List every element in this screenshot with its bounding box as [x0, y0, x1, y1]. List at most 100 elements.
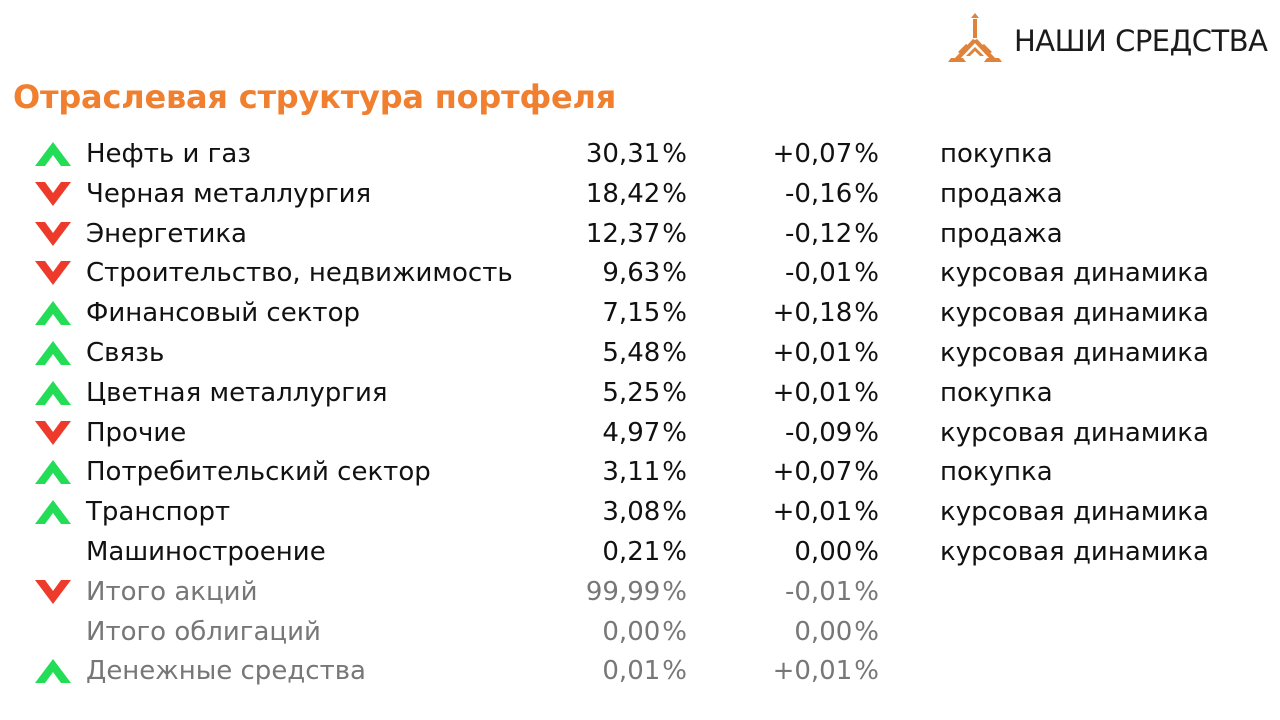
percent-sign: % — [662, 298, 687, 329]
change-value: 0,00% — [794, 537, 879, 567]
percent-sign: % — [854, 497, 879, 528]
sector-name: Энергетика — [86, 218, 247, 249]
change-value: -0,09% — [785, 418, 879, 448]
trend-down-icon — [35, 221, 71, 246]
percent-sign: % — [662, 377, 687, 408]
recommendation: курсовая динамика — [940, 298, 1209, 329]
share-number: 5,48 — [602, 337, 661, 368]
percent-sign: % — [854, 337, 879, 368]
change-value: 0,00% — [794, 617, 879, 647]
change-number: -0,16 — [785, 178, 853, 209]
share-number: 12,37 — [585, 218, 661, 249]
change-value: +0,18% — [773, 298, 879, 328]
percent-sign: % — [662, 417, 687, 448]
percent-sign: % — [662, 139, 687, 169]
change-number: +0,01 — [772, 377, 853, 408]
change-value: -0,12% — [785, 219, 879, 249]
percent-sign: % — [854, 298, 879, 329]
share-value: 0,01% — [602, 656, 687, 686]
trend-up-icon — [35, 659, 71, 684]
share-value: 3,08% — [602, 497, 687, 527]
share-value: 9,63% — [602, 258, 687, 288]
page-title: Отраслевая структура портфеля — [13, 78, 617, 116]
trend-down-icon — [35, 579, 71, 604]
sector-name: Итого акций — [86, 576, 258, 607]
change-value: +0,01% — [773, 656, 879, 686]
change-number: +0,07 — [772, 457, 853, 488]
sector-name: Нефть и газ — [86, 139, 252, 169]
share-value: 5,25% — [602, 378, 687, 408]
percent-sign: % — [662, 536, 687, 567]
logo-text: НАШИ СРЕДСТВА — [1014, 24, 1268, 58]
percent-sign: % — [662, 616, 687, 647]
percent-sign: % — [854, 656, 879, 687]
share-number: 3,08 — [602, 497, 661, 528]
share-value: 99,99% — [586, 577, 687, 607]
table-row: Черная металлургия 18,42% -0,16% продажа — [0, 174, 1280, 214]
triangle-logo-icon — [948, 13, 1002, 62]
recommendation: курсовая динамика — [940, 536, 1209, 567]
sector-name: Машиностроение — [86, 536, 326, 567]
sector-name: Финансовый сектор — [86, 298, 360, 329]
share-number: 0,21 — [602, 536, 661, 567]
table-row: Цветная металлургия 5,25% +0,01% покупка — [0, 373, 1280, 413]
sector-name: Черная металлургия — [86, 178, 372, 209]
change-number: +0,18 — [772, 298, 853, 329]
change-number: +0,01 — [772, 497, 853, 528]
share-number: 9,63 — [602, 258, 661, 289]
share-value: 4,97% — [602, 418, 687, 448]
trend-down-icon — [35, 261, 71, 286]
trend-up-icon — [35, 340, 71, 365]
share-number: 30,31 — [585, 139, 661, 169]
percent-sign: % — [854, 457, 879, 488]
percent-sign: % — [854, 178, 879, 209]
change-number: -0,09 — [785, 417, 853, 448]
share-number: 18,42 — [585, 178, 661, 209]
recommendation: продажа — [940, 178, 1063, 209]
share-number: 7,15 — [602, 298, 661, 329]
percent-sign: % — [662, 576, 687, 607]
sector-name: Итого облигаций — [86, 616, 321, 647]
change-number: -0,12 — [785, 218, 853, 249]
percent-sign: % — [662, 178, 687, 209]
trend-up-icon — [35, 460, 71, 485]
share-number: 0,00 — [602, 616, 661, 647]
sector-name: Связь — [86, 337, 165, 368]
total-row: Итого акций 99,99% -0,01% — [0, 572, 1280, 612]
change-value: -0,01% — [785, 258, 879, 288]
sector-name: Потребительский сектор — [86, 457, 431, 488]
change-value: +0,01% — [773, 497, 879, 527]
share-number: 3,11 — [602, 457, 661, 488]
table-row: Прочие 4,97% -0,09% курсовая динамика — [0, 413, 1280, 453]
percent-sign: % — [662, 258, 687, 289]
trend-up-icon — [35, 142, 71, 166]
share-value: 5,48% — [602, 338, 687, 368]
change-value: -0,16% — [785, 179, 879, 209]
percent-sign: % — [662, 497, 687, 528]
change-value: +0,07% — [773, 457, 879, 487]
percent-sign: % — [854, 536, 879, 567]
recommendation: курсовая динамика — [940, 258, 1209, 289]
recommendation: покупка — [940, 139, 1053, 169]
change-number: +0,07 — [772, 139, 853, 169]
trend-up-icon — [35, 301, 71, 326]
sector-name: Транспорт — [86, 497, 231, 528]
trend-down-icon — [35, 181, 71, 206]
recommendation: курсовая динамика — [940, 417, 1209, 448]
share-number: 99,99 — [585, 576, 661, 607]
recommendation: покупка — [940, 377, 1053, 408]
percent-sign: % — [854, 417, 879, 448]
recommendation: курсовая динамика — [940, 497, 1209, 528]
sector-name: Строительство, недвижимость — [86, 258, 513, 289]
percent-sign: % — [854, 576, 879, 607]
share-number: 0,01 — [602, 656, 661, 687]
change-value: -0,01% — [785, 577, 879, 607]
trend-down-icon — [35, 420, 71, 445]
share-value: 3,11% — [602, 457, 687, 487]
share-value: 18,42% — [586, 179, 687, 209]
percent-sign: % — [662, 656, 687, 687]
recommendation: покупка — [940, 457, 1053, 488]
change-number: 0,00 — [794, 616, 853, 647]
percent-sign: % — [854, 139, 879, 169]
table-row: Энергетика 12,37% -0,12% продажа — [0, 214, 1280, 254]
